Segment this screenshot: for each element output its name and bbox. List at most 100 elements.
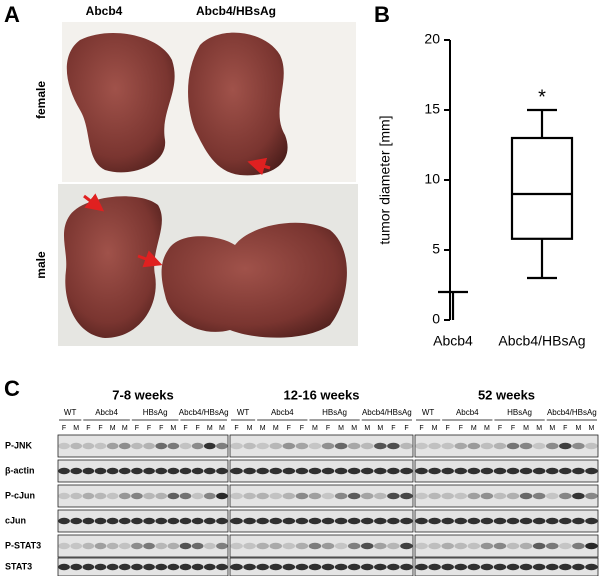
- band: [179, 517, 192, 525]
- band: [82, 492, 95, 500]
- band: [334, 442, 348, 450]
- band: [467, 467, 481, 475]
- band: [282, 542, 296, 550]
- band: [282, 467, 296, 475]
- panel-label: A: [4, 2, 20, 27]
- lane-label: M: [432, 425, 438, 432]
- band: [572, 467, 585, 475]
- band: [70, 517, 83, 525]
- band: [308, 517, 322, 525]
- row-label: male: [34, 251, 48, 279]
- band: [428, 517, 441, 525]
- band: [321, 563, 335, 571]
- genotype-label: Abcb4/HBsAg: [179, 408, 229, 417]
- band: [230, 492, 243, 500]
- band: [58, 442, 70, 450]
- band: [58, 517, 70, 525]
- lane-label: F: [563, 425, 567, 432]
- band: [94, 563, 107, 571]
- band: [441, 563, 454, 571]
- band: [203, 542, 216, 550]
- genotype-label: WT: [422, 408, 435, 417]
- band: [94, 467, 107, 475]
- band: [106, 517, 119, 525]
- liver: [188, 32, 288, 176]
- liver: [63, 196, 162, 338]
- band: [82, 542, 95, 550]
- band: [360, 467, 374, 475]
- liver: [161, 222, 347, 338]
- band: [519, 517, 533, 525]
- blot-strip: [414, 434, 599, 458]
- band: [131, 442, 143, 450]
- band: [347, 563, 361, 571]
- band: [480, 467, 494, 475]
- lane-label: M: [273, 425, 279, 432]
- lane-label: F: [183, 425, 187, 432]
- band: [400, 492, 413, 500]
- band: [454, 467, 468, 475]
- band: [203, 563, 216, 571]
- band: [347, 492, 361, 500]
- band: [243, 492, 256, 500]
- lane-label: M: [73, 425, 79, 432]
- band: [334, 563, 348, 571]
- band: [256, 542, 269, 550]
- band: [454, 517, 468, 525]
- band: [374, 492, 387, 500]
- band: [559, 442, 572, 450]
- band: [585, 442, 598, 450]
- band: [216, 517, 228, 525]
- arrow: [137, 250, 163, 268]
- lane-label: F: [391, 425, 395, 432]
- blot-strip: [229, 459, 414, 483]
- band: [572, 492, 585, 500]
- band: [106, 442, 119, 450]
- band: [70, 442, 83, 450]
- panel-label: C: [4, 376, 20, 401]
- band: [230, 542, 243, 550]
- band: [167, 517, 180, 525]
- band: [334, 467, 348, 475]
- lane-label: F: [300, 425, 304, 432]
- band: [360, 517, 374, 525]
- band: [167, 563, 180, 571]
- band: [572, 517, 585, 525]
- band: [559, 542, 572, 550]
- band: [347, 467, 361, 475]
- band: [269, 517, 283, 525]
- band: [131, 467, 143, 475]
- lane-label: M: [170, 425, 176, 432]
- band: [131, 492, 143, 500]
- band: [295, 563, 309, 571]
- band: [118, 442, 131, 450]
- y-tick-label: 0: [432, 311, 440, 327]
- band: [428, 442, 441, 450]
- y-tick-label: 20: [424, 31, 440, 47]
- band: [360, 492, 374, 500]
- band: [94, 492, 107, 500]
- band: [191, 467, 204, 475]
- band: [559, 492, 572, 500]
- band: [94, 542, 107, 550]
- band: [295, 517, 309, 525]
- band: [321, 542, 335, 550]
- band: [295, 542, 309, 550]
- band: [295, 467, 309, 475]
- blot-strip: [57, 434, 229, 458]
- band: [118, 542, 131, 550]
- genotype-label: HBsAg: [507, 408, 532, 417]
- band: [179, 563, 192, 571]
- band: [230, 467, 243, 475]
- band: [179, 492, 192, 500]
- arrow: [83, 193, 105, 212]
- band: [256, 517, 269, 525]
- band: [82, 442, 95, 450]
- lane-label: F: [404, 425, 408, 432]
- lane-label: F: [459, 425, 463, 432]
- band: [545, 563, 559, 571]
- band: [58, 563, 70, 571]
- band: [143, 517, 155, 525]
- blot-strip: [57, 534, 229, 558]
